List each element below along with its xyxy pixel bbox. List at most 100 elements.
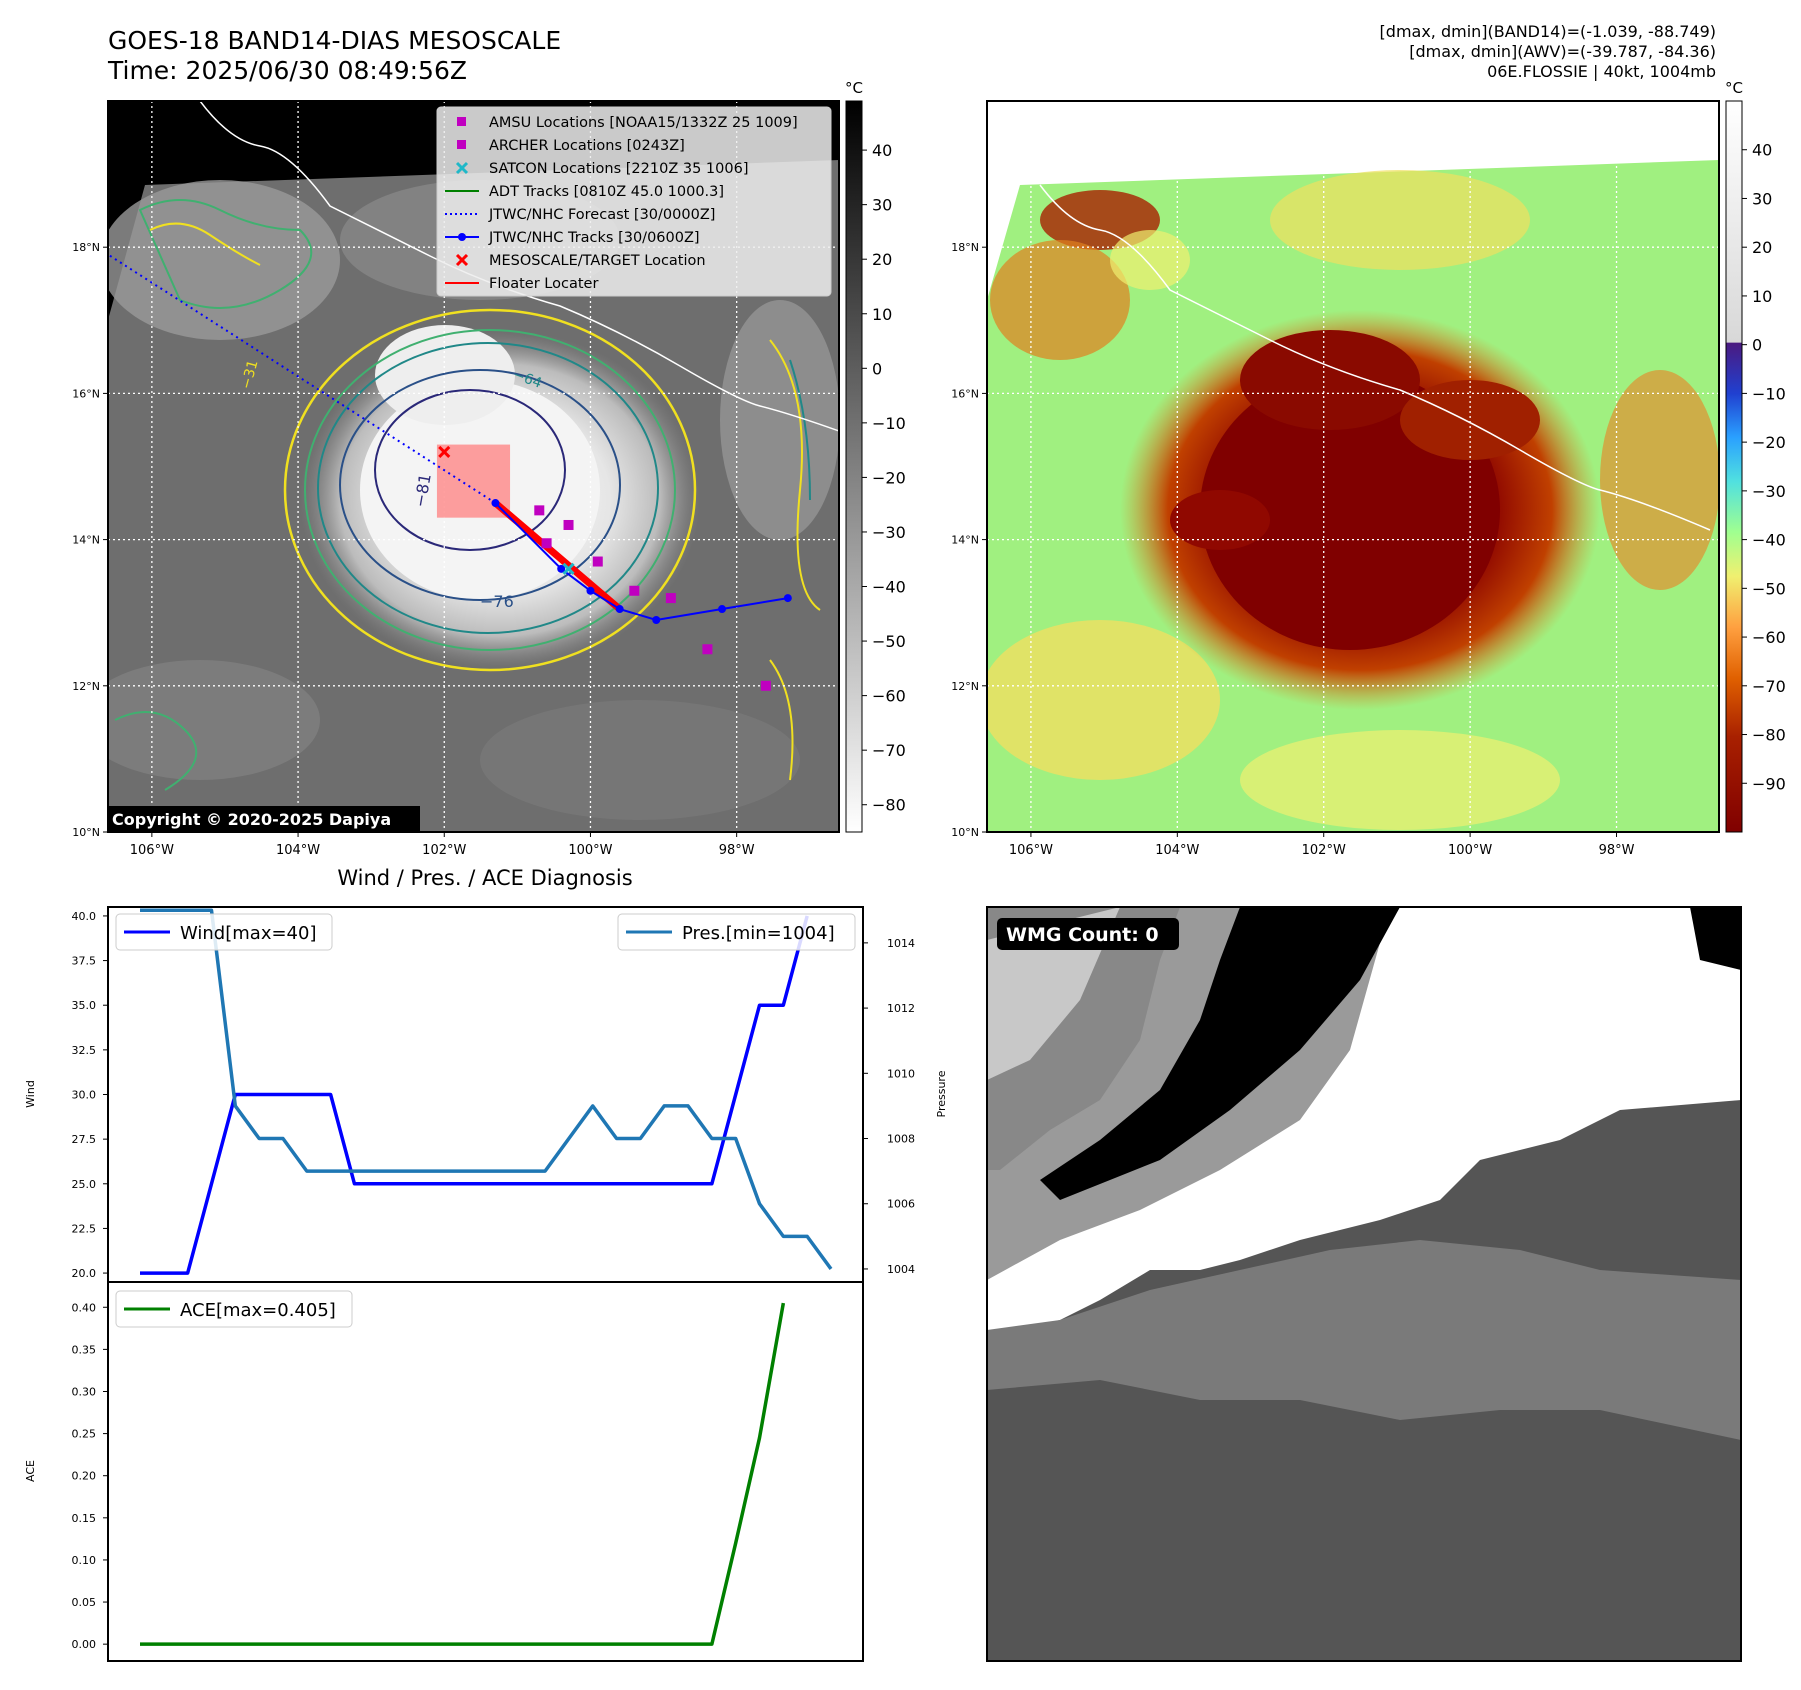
ace-ticks: 0.00 0.05 0.10 0.15 0.20 0.25 0.30 0.35 0.40: [72, 1301, 108, 1651]
wmg-badge: [997, 918, 1179, 950]
legend-label: SATCON Locations [2210Z 35 1006]: [489, 161, 748, 177]
awv-lon-tick-label: 100°W: [1448, 843, 1492, 858]
colorbar-tick-label: −20: [1752, 433, 1786, 452]
colorbar-tick-label: 20: [872, 250, 892, 269]
pressure-ylabel: Pressure: [935, 1070, 948, 1117]
wind-series-group: [140, 915, 809, 1275]
colorbar-tick-label: −60: [872, 687, 906, 706]
colorbar-tick-label: 30: [872, 196, 892, 215]
title-line-1: GOES-18 BAND14-DIAS MESOSCALE: [108, 26, 562, 55]
colorbar-tick-label: 30: [1752, 189, 1772, 208]
ir-legend: AMSU Locations [NOAA15/1332Z 25 1009] ARC…: [436, 106, 832, 297]
amsu-point: [541, 538, 552, 549]
colorbar-tick-label: −40: [872, 578, 906, 597]
awv-colorbar: °C 40 30 20 10 0 −10 −20 −30 −40 −50 −60 −70 −80 −90: [1725, 79, 1786, 833]
amsu-point: [665, 593, 676, 604]
jtwc-track-point: [652, 616, 661, 625]
y-tick-label: 25.0: [72, 1178, 97, 1191]
legend-item: JTWC/NHC Tracks [30/0600Z]: [445, 230, 700, 246]
ir-lon-tick-labels: 106°W 104°W 102°W 100°W 98°W: [130, 832, 755, 858]
amsu-point: [592, 556, 603, 567]
ir-lat-tick-label: 12°N: [72, 680, 100, 693]
awv-lat-tick-label: 12°N: [951, 680, 979, 693]
awv-lon-tick-labels: 106°W 104°W 102°W 100°W 98°W: [1009, 832, 1635, 858]
colorbar-tick-label: 10: [1752, 287, 1772, 306]
amsu-point: [760, 680, 771, 691]
legend-label: JTWC/NHC Tracks [30/0600Z]: [488, 230, 700, 246]
ir-colorbar-ramp: [845, 100, 863, 833]
wind-series-line: [140, 915, 809, 1275]
wind-legend-label: Wind[max=40]: [180, 923, 317, 944]
colorbar-tick-label: −70: [872, 741, 906, 760]
legend-item: AMSU Locations [NOAA15/1332Z 25 1009]: [457, 115, 798, 131]
ir-lon-tick-label: 102°W: [422, 843, 466, 858]
awv-lon-tick-label: 104°W: [1155, 843, 1199, 858]
legend-item: ARCHER Locations [0243Z]: [457, 138, 685, 154]
ir-colorbar: °C 40 30 20 10 0 −10 −20 −30 −40 −50 −60 −70 −80: [845, 79, 906, 833]
diagnosis-panel: Wind / Pres. / ACE Diagnosis 20.0 22.5 25.…: [24, 866, 948, 1662]
y-tick-label: 0.20: [72, 1470, 97, 1483]
awv-frame: [986, 100, 1720, 833]
y-tick-label: 40.0: [72, 910, 97, 923]
jtwc-track-point: [615, 605, 624, 614]
y2-tick-label: 1008: [887, 1133, 915, 1146]
y-tick-label: 0.40: [72, 1301, 97, 1314]
amsu-point: [702, 644, 713, 655]
wmg-imagery: [987, 907, 1741, 1661]
colorbar-tick-label: −80: [1752, 726, 1786, 745]
legend-label: ARCHER Locations [0243Z]: [489, 138, 685, 154]
amsu-point: [629, 585, 640, 596]
target-point: [438, 445, 451, 458]
ir-overlays: [108, 253, 792, 691]
ir-lat-tick-label: 18°N: [72, 241, 100, 254]
legend-item: ADT Tracks [0810Z 45.0 1000.3]: [445, 184, 724, 200]
wind-legend-box: [115, 913, 333, 951]
colorbar-tick-label: −60: [1752, 628, 1786, 647]
storm-info: [dmax, dmin](BAND14)=(-1.039, -88.749) […: [1380, 22, 1716, 82]
y-tick-label: 0.30: [72, 1385, 97, 1398]
ir-lat-tick-label: 16°N: [72, 387, 100, 400]
ace-legend-label: ACE[max=0.405]: [180, 1300, 336, 1321]
colorbar-tick-label: 10: [872, 305, 892, 324]
floater-locater-track: [493, 500, 622, 612]
ir-colorbar-unit: °C: [845, 79, 863, 97]
awv-imagery: [987, 101, 1719, 832]
info-line-1: [dmax, dmin](BAND14)=(-1.039, -88.749): [1379, 22, 1716, 41]
pressure-legend-box: [617, 913, 856, 951]
legend-label: Floater Locater: [489, 276, 598, 292]
legend-label: AMSU Locations [NOAA15/1332Z 25 1009]: [489, 115, 798, 131]
colorbar-tick-label: −30: [1752, 482, 1786, 501]
y-tick-label: 0.00: [72, 1638, 97, 1651]
awv-lat-tick-labels: 18°N 16°N 14°N 12°N 10°N: [951, 241, 987, 839]
colorbar-tick-label: −50: [872, 632, 906, 651]
pressure-ticks: 1004 1006 1008 1010 1012 1014: [863, 937, 915, 1276]
colorbar-tick-label: 20: [1752, 238, 1772, 257]
colorbar-tick-label: −70: [1752, 677, 1786, 696]
diagnosis-title: Wind / Pres. / ACE Diagnosis: [337, 866, 632, 890]
y-tick-label: 22.5: [72, 1222, 97, 1235]
awv-colorbar-ramp: [1725, 100, 1743, 833]
colorbar-tick-label: 40: [872, 141, 892, 160]
wmg-frame: [986, 906, 1742, 1662]
contour-label-76: −76: [480, 592, 514, 611]
awv-colorbar-ticks: 40 30 20 10 0 −10 −20 −30 −40 −50 −60 −70 −80 −90: [1742, 141, 1786, 793]
wind-ylabel: Wind: [24, 1080, 37, 1108]
legend-item: MESOSCALE/TARGET Location: [455, 253, 706, 269]
jtwc-track-point: [718, 605, 727, 614]
amsu-point: [563, 519, 574, 530]
wind-legend: Wind[max=40]: [115, 913, 333, 951]
y2-tick-label: 1014: [887, 937, 915, 950]
ir-colorbar-ticks: 40 30 20 10 0 −10 −20 −30 −40 −50 −60 −70 −80: [862, 141, 906, 815]
colorbar-tick-label: −20: [872, 468, 906, 487]
ir-panel: −81 −76 −64 −31 106°W 104°W 102°W 100°W 98°W…: [72, 100, 840, 858]
ir-lat-tick-label: 10°N: [72, 826, 100, 839]
wind-pres-axes: [107, 906, 864, 1283]
y2-tick-label: 1004: [887, 1263, 915, 1276]
awv-colorbar-unit: °C: [1725, 79, 1743, 97]
awv-lat-tick-label: 18°N: [951, 241, 979, 254]
jtwc-track-point: [586, 586, 595, 595]
wmg-badge-text: WMG Count: 0: [1006, 924, 1159, 946]
colorbar-tick-label: 0: [872, 359, 882, 378]
y-tick-label: 0.10: [72, 1554, 97, 1567]
colorbar-tick-label: −10: [1752, 384, 1786, 403]
